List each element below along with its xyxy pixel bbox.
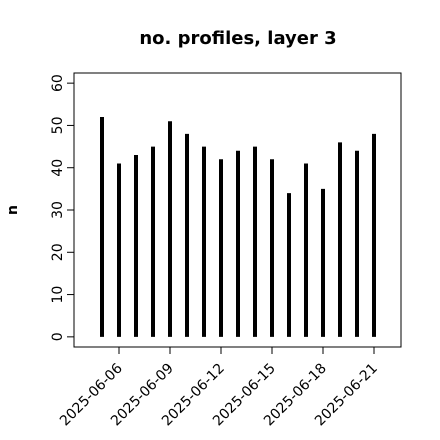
y-tick-label: 40 (50, 159, 66, 177)
y-axis-label: n (5, 205, 21, 215)
y-tick-label: 10 (50, 286, 66, 304)
y-tick-label: 30 (50, 201, 66, 219)
y-tick-label: 50 (50, 117, 66, 135)
y-tick-label: 20 (50, 243, 66, 261)
y-tick-label: 60 (50, 74, 66, 92)
chart-title: no. profiles, layer 3 (139, 28, 336, 49)
y-tick-label: 0 (50, 332, 66, 341)
